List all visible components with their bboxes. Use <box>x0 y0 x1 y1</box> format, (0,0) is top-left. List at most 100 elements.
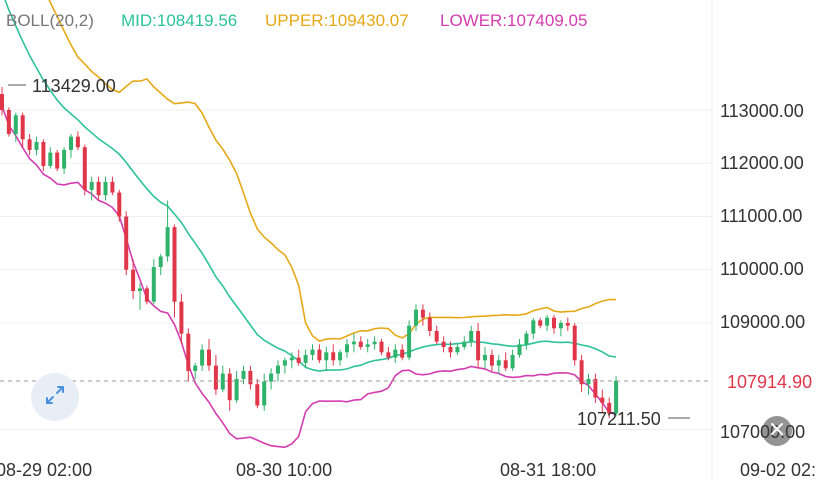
upper-band-line <box>48 0 617 342</box>
candle-body <box>441 341 446 347</box>
candle-body <box>179 301 184 334</box>
candle-body <box>82 147 87 190</box>
candle-body <box>572 325 577 361</box>
candle-body <box>227 373 232 401</box>
candle-body <box>324 352 329 361</box>
candle-body <box>124 216 129 270</box>
current-price-label: 107914.90 <box>727 372 812 392</box>
expand-button[interactable] <box>31 373 79 421</box>
close-button[interactable] <box>762 416 792 446</box>
candle-body <box>607 402 612 414</box>
candle-body <box>496 360 501 366</box>
candle-body <box>351 341 356 345</box>
candle-body <box>20 115 25 140</box>
candle-body <box>276 365 280 374</box>
candle-body <box>462 341 467 347</box>
candle-body <box>517 344 522 355</box>
candle-body <box>600 397 605 403</box>
price-tick: 110000.00 <box>720 259 804 279</box>
candle-body <box>331 352 336 361</box>
candle-body <box>593 378 598 398</box>
candle-body <box>282 360 287 366</box>
candle-body <box>538 320 543 326</box>
candle-body <box>455 346 460 353</box>
candle-body <box>393 349 398 358</box>
lower-band-line <box>1 105 617 449</box>
candle-body <box>503 360 508 369</box>
candle-body <box>510 354 515 369</box>
candle-body <box>372 341 377 345</box>
candle-body <box>407 325 412 358</box>
candle-body <box>27 139 32 150</box>
high-price-label: 113429.00 <box>32 76 116 96</box>
candle-body <box>248 370 253 385</box>
candle-body <box>545 317 550 326</box>
candle-body <box>13 115 18 134</box>
candle-body <box>186 333 191 371</box>
candle-body <box>165 227 170 257</box>
time-tick: 08-31 18:00 <box>500 460 596 480</box>
mid-value: MID:108419.56 <box>121 11 237 30</box>
candlestick-series <box>0 87 619 419</box>
price-axis: 113000.00 112000.00 111000.00 110000.00 … <box>720 101 812 442</box>
price-tick: 111000.00 <box>720 206 802 226</box>
upper-value: UPPER:109430.07 <box>265 11 409 30</box>
candle-body <box>579 360 584 385</box>
candle-body <box>558 323 563 329</box>
bollinger-bands <box>1 0 617 449</box>
candle-body <box>303 354 308 363</box>
candle-body <box>448 346 453 353</box>
candle-body <box>489 354 494 366</box>
price-tick: 109000.00 <box>720 312 805 332</box>
candle-body <box>69 136 73 150</box>
candle-body <box>151 267 156 302</box>
price-tick: 112000.00 <box>720 153 804 173</box>
candle-body <box>6 110 11 134</box>
candle-body <box>138 288 142 292</box>
candle-body <box>358 341 363 347</box>
candle-body <box>207 349 211 366</box>
time-tick: 08-30 10:00 <box>236 460 332 480</box>
candle-body <box>241 370 246 379</box>
candle-body <box>117 192 122 217</box>
candle-body <box>0 94 4 110</box>
price-tick: 113000.00 <box>720 101 804 121</box>
candle-body <box>193 365 198 371</box>
mid-band-line <box>4 0 617 372</box>
candle-body <box>213 365 218 390</box>
candle-body <box>96 181 101 196</box>
expand-diagonal-icon <box>44 384 66 411</box>
candle-body <box>476 330 481 361</box>
candle-body <box>62 149 67 169</box>
candle-body <box>379 341 384 353</box>
candle-body <box>55 152 60 169</box>
candle-body <box>483 354 487 361</box>
candle-body <box>552 317 556 329</box>
candle-body <box>103 181 108 196</box>
candle-body <box>420 309 425 318</box>
time-tick: 08-29 02:00 <box>0 460 92 480</box>
candle-body <box>365 344 370 347</box>
candle-body <box>255 384 260 406</box>
candle-body <box>414 309 418 326</box>
candle-body <box>296 357 301 363</box>
candle-body <box>220 373 225 390</box>
candle-body <box>400 349 405 358</box>
candle-body <box>48 152 53 166</box>
candle-body <box>144 288 149 302</box>
candle-body <box>262 381 267 406</box>
candle-body <box>131 269 136 292</box>
candle-body <box>317 349 322 361</box>
candle-body <box>614 380 619 414</box>
time-tick: 09-02 02: <box>740 460 816 480</box>
candle-body <box>34 141 39 150</box>
candle-body <box>338 352 343 361</box>
candle-body <box>289 357 294 361</box>
annotations: 113429.00 107211.50 <box>8 76 690 429</box>
indicator-legend: BOLL(20,2) MID:108419.56 UPPER:109430.07… <box>6 11 587 30</box>
candle-body <box>89 181 94 190</box>
lower-value: LOWER:107409.05 <box>440 11 587 30</box>
candle-body <box>75 136 80 148</box>
candle-body <box>172 227 177 302</box>
